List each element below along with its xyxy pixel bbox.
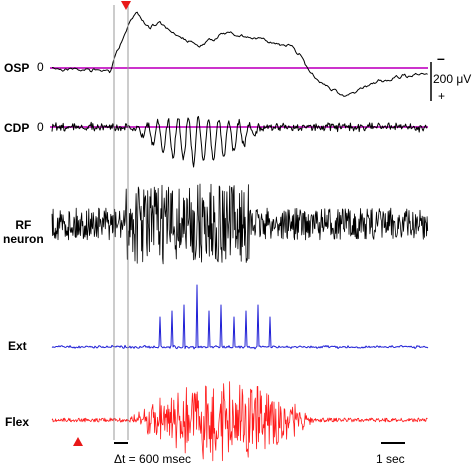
scale-bar-bottom-sign: + <box>438 89 446 103</box>
traces-layer <box>50 11 429 462</box>
scale-bar-top-sign: – <box>437 50 445 66</box>
trace-label-cdp: CDP <box>4 121 30 135</box>
stimulus-marker-bottom <box>73 437 83 446</box>
osp-trace <box>51 11 428 97</box>
scale-bar-value: 200 μV <box>433 72 472 86</box>
zero-label-osp: 0 <box>37 60 44 74</box>
time-scale-label: 1 sec <box>376 452 405 466</box>
trace-label-ext: Ext <box>8 339 27 353</box>
cdp-trace <box>51 115 428 168</box>
delta-t-label: Δt = 600 msec <box>114 452 192 466</box>
flex-emg-trace <box>51 381 428 462</box>
stimulus-marker-top <box>121 1 131 10</box>
rf-neuron-trace <box>51 183 429 265</box>
trace-label-rf-neuron: RF neuron <box>3 218 44 246</box>
zero-label-cdp: 0 <box>37 120 44 134</box>
ext-emg-trace <box>51 284 429 350</box>
trace-label-osp: OSP <box>4 61 30 75</box>
trace-label-flex: Flex <box>5 415 30 429</box>
